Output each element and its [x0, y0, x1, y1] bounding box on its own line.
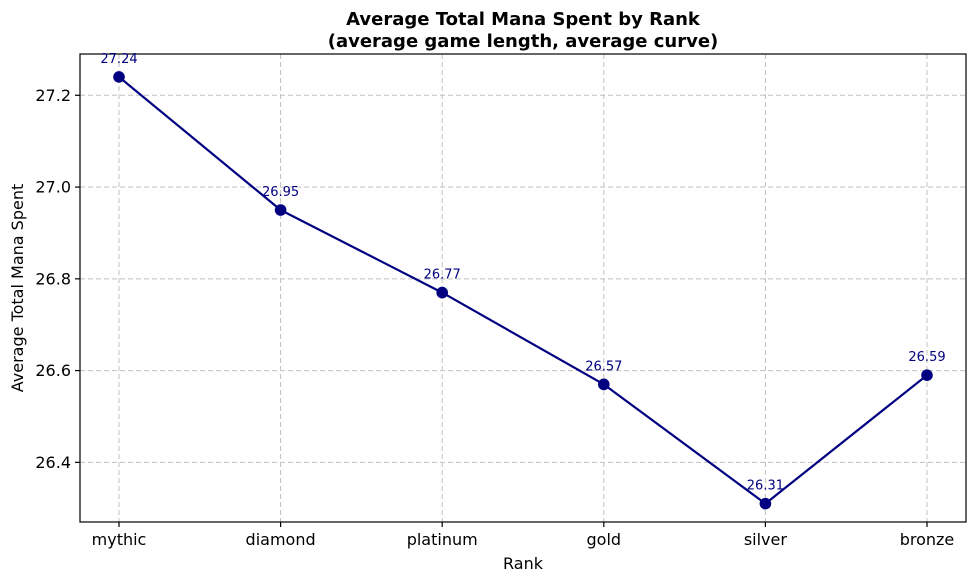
- x-tick-label: platinum: [407, 530, 478, 549]
- x-tick-label: silver: [744, 530, 788, 549]
- plot-frame: [79, 53, 967, 523]
- data-point: [598, 378, 610, 391]
- data-label: 26.31: [747, 479, 784, 494]
- series-line: [118, 76, 928, 505]
- grid-layer: [80, 54, 966, 522]
- x-tick-label: gold: [587, 530, 622, 549]
- chart-title: Average Total Mana Spent by Rank: [346, 9, 701, 30]
- y-tick-label: 27.2: [35, 86, 71, 105]
- data-point: [759, 497, 772, 510]
- data-label: 26.77: [424, 268, 461, 283]
- x-tick-label: bronze: [900, 530, 955, 549]
- x-tick-label: mythic: [92, 530, 147, 549]
- series-layer: 27.24 26.95 26.77 26.57 26.31 26.59: [100, 52, 946, 510]
- tick-layer: 26.4 26.6 26.8 27.0 27.2 mythic diamond platinu…: [35, 86, 954, 549]
- x-axis-label: Rank: [503, 554, 544, 573]
- data-label: 26.59: [908, 350, 945, 365]
- data-point: [274, 204, 287, 216]
- x-tick-label: diamond: [246, 530, 316, 549]
- data-label: 27.24: [100, 52, 137, 67]
- data-label: 26.57: [585, 359, 622, 374]
- y-axis-label: Average Total Mana Spent: [8, 184, 27, 392]
- y-tick-label: 27.0: [35, 178, 71, 197]
- data-point: [921, 369, 933, 381]
- y-tick-label: 26.4: [35, 453, 71, 472]
- data-label: 26.95: [262, 185, 299, 200]
- data-point: [113, 71, 125, 83]
- y-tick-label: 26.6: [35, 361, 71, 380]
- data-point: [436, 286, 449, 299]
- y-tick-label: 26.8: [35, 269, 71, 288]
- chart-subtitle: (average game length, average curve): [328, 31, 719, 52]
